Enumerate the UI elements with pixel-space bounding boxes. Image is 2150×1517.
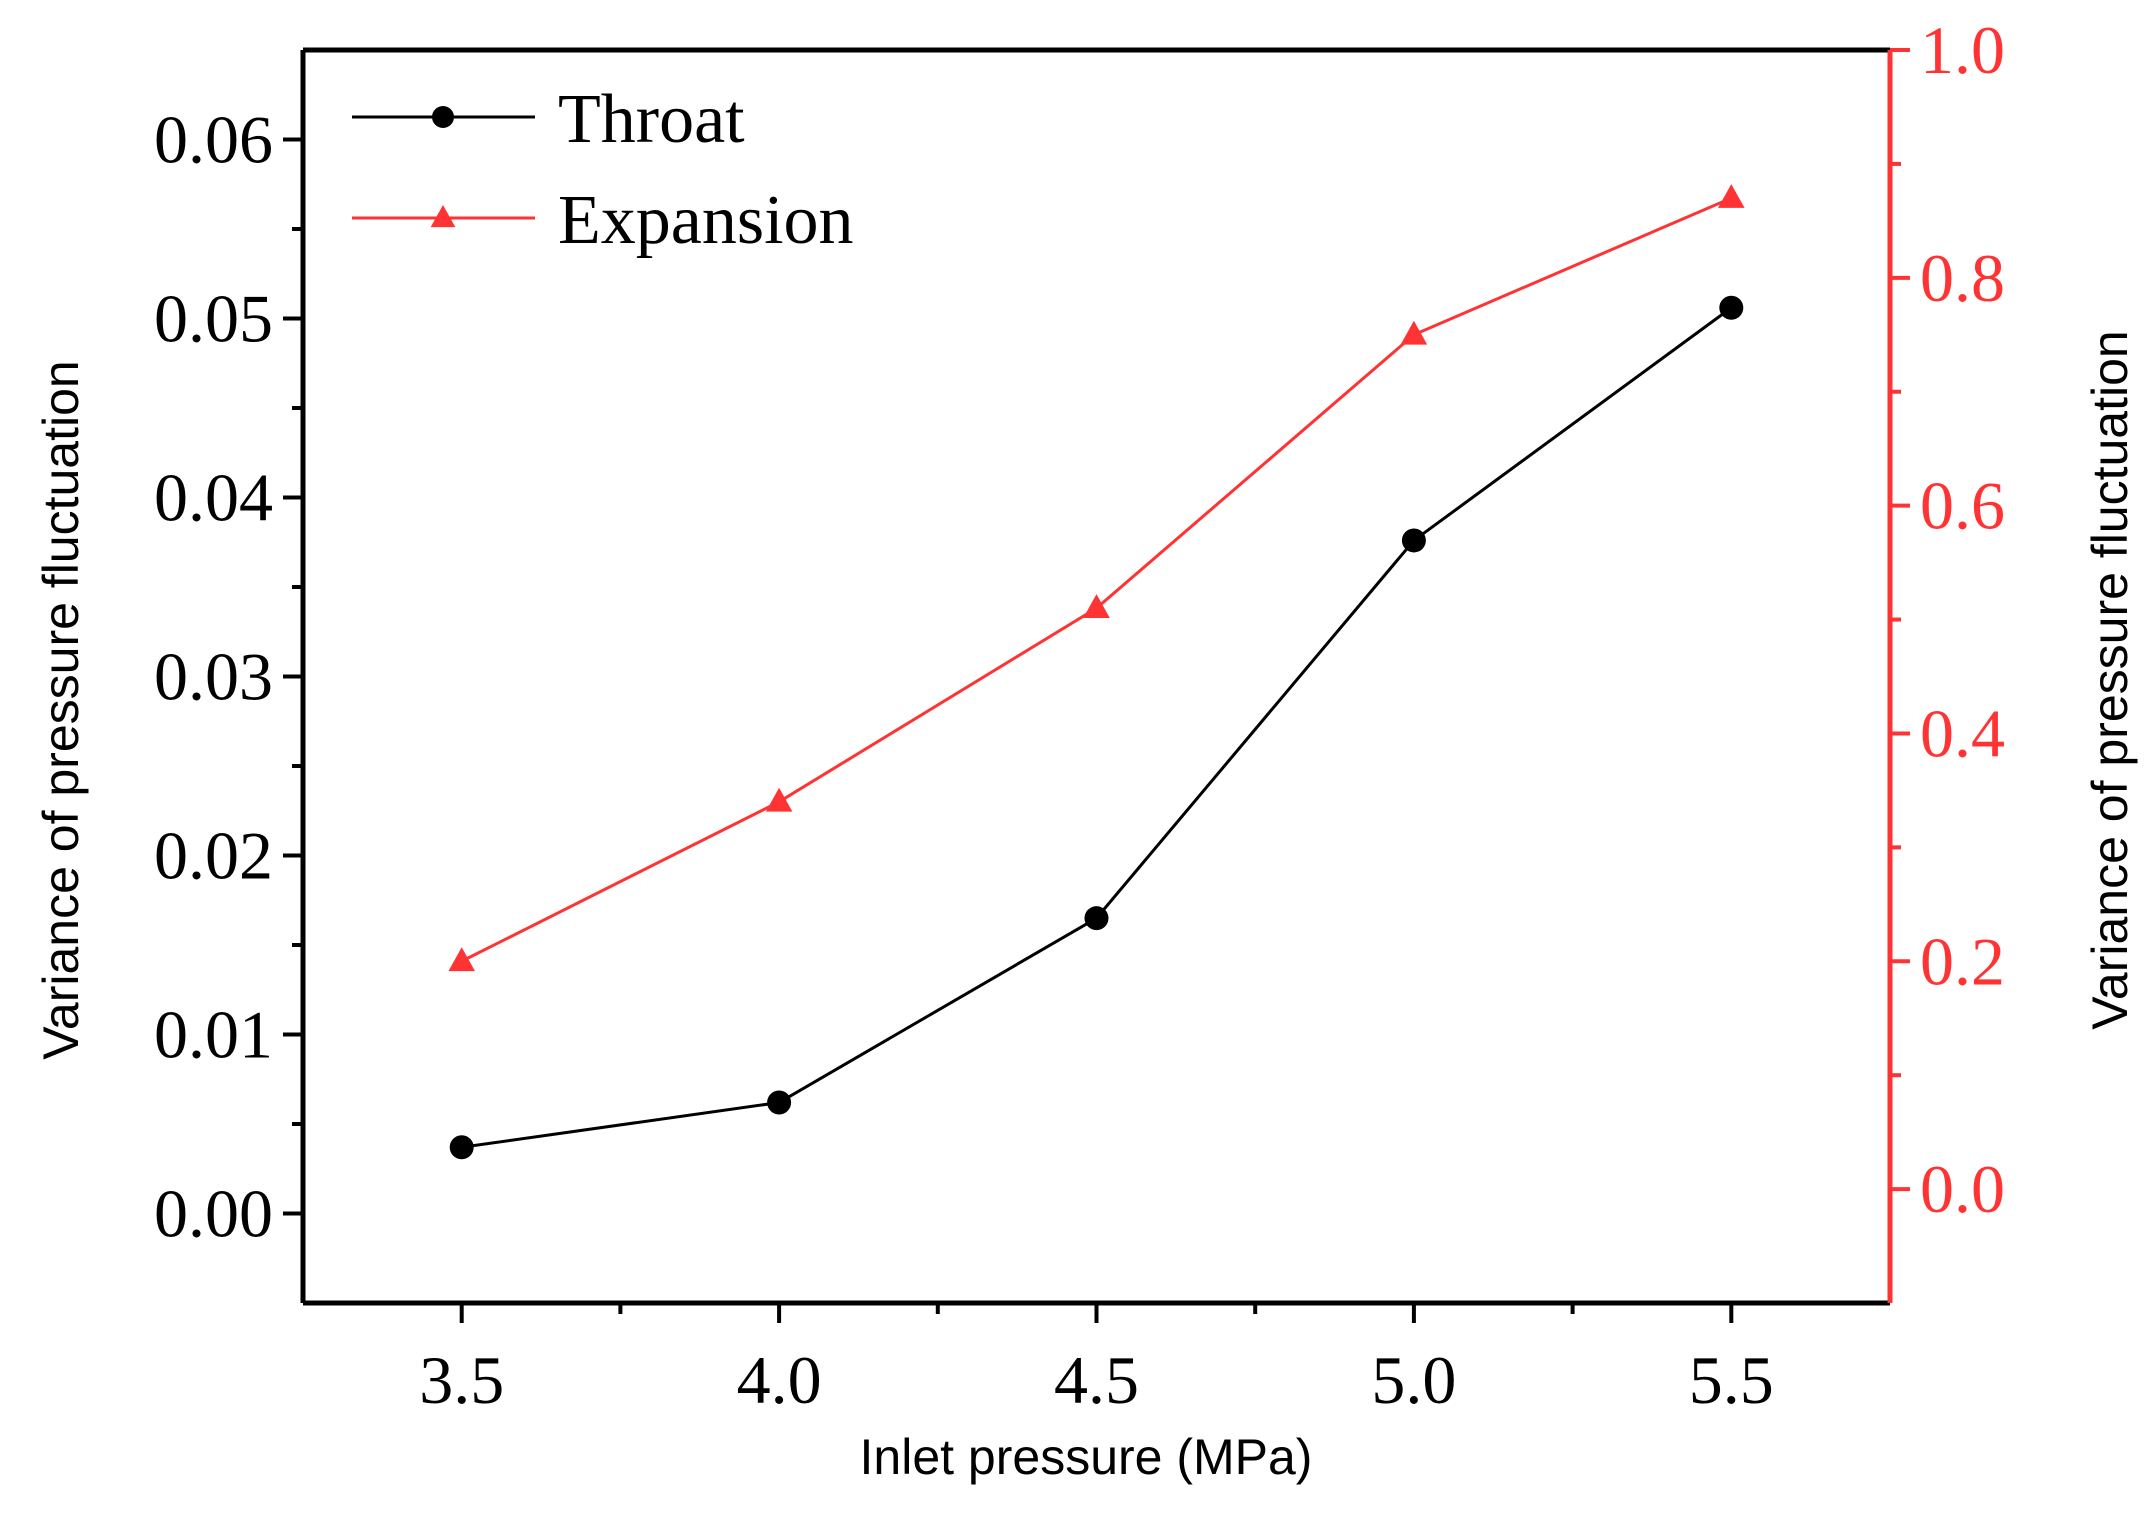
right-y-tick-label: 0.6: [1920, 468, 2005, 544]
left-y-axis-ticks: 0.00 0.01 0.02 0.03 0.04 0.05 0.06: [154, 102, 303, 1252]
legend: Throat Expansion: [352, 81, 854, 259]
data-point-throat: [1719, 295, 1744, 320]
x-axis-title: Inlet pressure (MPa): [860, 1429, 1313, 1485]
plot-frame: [300, 47, 1893, 1306]
legend-marker-expansion: [430, 205, 456, 228]
data-point-expansion: [1083, 594, 1110, 618]
right-y-tick-label: 0.8: [1920, 240, 2005, 316]
data-point-expansion: [1400, 320, 1428, 345]
data-point-throat: [449, 1135, 474, 1160]
right-y-axis-ticks: 0.0 0.2 0.4 0.6 0.8 1.0: [1890, 12, 2005, 1227]
right-y-tick-label: 1.0: [1920, 12, 2005, 88]
data-point-expansion: [765, 787, 793, 812]
right-y-tick-label: 0.4: [1920, 695, 2005, 771]
right-y-axis-title: Variance of pressure fluctuation: [2082, 330, 2138, 1029]
right-y-tick-label: 0.0: [1920, 1151, 2005, 1227]
data-point-expansion: [448, 947, 475, 972]
series-line-expansion: [461, 196, 1732, 963]
left-y-tick-label: 0.00: [154, 1176, 273, 1252]
data-point-throat: [1401, 528, 1426, 553]
left-y-tick-label: 0.03: [154, 639, 273, 715]
left-y-axis-title: Variance of pressure fluctuation: [33, 360, 89, 1059]
legend-label-expansion: Expansion: [558, 182, 854, 259]
legend-marker-throat: [432, 106, 454, 128]
series-layer: [448, 184, 1745, 1160]
left-y-tick-label: 0.01: [154, 997, 273, 1073]
left-y-tick-label: 0.02: [154, 818, 273, 894]
left-y-tick-label: 0.06: [154, 102, 273, 178]
data-point-throat: [767, 1090, 792, 1115]
x-tick-label: 4.5: [1054, 1342, 1139, 1418]
x-tick-label: 4.0: [737, 1342, 822, 1418]
left-y-tick-label: 0.04: [154, 460, 273, 536]
x-tick-label: 5.5: [1689, 1342, 1774, 1418]
x-axis-ticks: 3.5 4.0 4.5 5.0 5.5: [419, 1303, 1774, 1418]
x-tick-label: 3.5: [419, 1342, 504, 1418]
data-point-throat: [1084, 906, 1109, 931]
right-y-tick-label: 0.2: [1920, 923, 2005, 999]
series-line-throat: [461, 306, 1733, 1149]
x-tick-label: 5.0: [1371, 1342, 1456, 1418]
data-point-expansion: [1718, 184, 1745, 208]
legend-label-throat: Throat: [558, 81, 745, 158]
left-y-tick-label: 0.05: [154, 281, 273, 357]
